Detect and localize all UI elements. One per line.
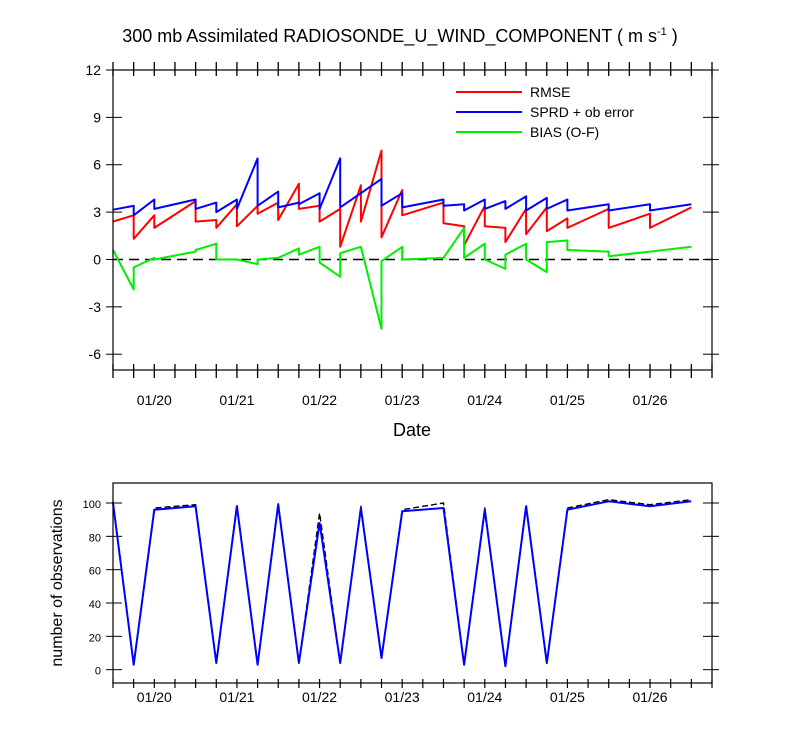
x-tick-label: 01/22 [302, 689, 337, 705]
x-tick-label: 01/20 [137, 392, 172, 408]
legend: RMSE SPRD + ob error BIAS (O-F) [456, 84, 634, 140]
legend-label: RMSE [530, 84, 570, 100]
y-tick-label: 20 [89, 632, 101, 644]
x-tick-label: 01/23 [385, 689, 420, 705]
x-axis-label: Date [393, 420, 431, 440]
top-chart: 300 mb Assimilated RADIOSONDE_U_WIND_COM… [85, 26, 719, 440]
y-tick-label: 100 [83, 499, 101, 511]
chart-title: 300 mb Assimilated RADIOSONDE_U_WIND_COM… [122, 26, 678, 47]
y-tick-label: 9 [93, 109, 101, 125]
x-tick-label: 01/23 [385, 392, 420, 408]
bottom-series-group [112, 499, 692, 668]
top-axes: -6 -3 0 3 6 9 12 01/20 01/21 01/22 01/23 01/24 01/25… [85, 62, 719, 408]
y-tick-label: 12 [85, 62, 101, 78]
y-tick-label: 60 [89, 566, 101, 578]
x-tick-label: 01/26 [633, 689, 668, 705]
series-line-sprd-ob-error [112, 157, 692, 217]
y-tick-label: -6 [89, 346, 102, 362]
top-plot-frame [112, 69, 713, 371]
y-tick-label: 0 [93, 251, 101, 267]
bottom-plot-frame [112, 482, 713, 684]
legend-label: BIAS (O-F) [530, 124, 599, 140]
y-axis-label-observations: number of observations [49, 499, 66, 666]
bottom-axes: 0 20 40 60 80 100 01/20 01/21 01/22 01/23 01/24 01/… [83, 499, 719, 705]
chart-title-main: 300 mb Assimilated RADIOSONDE_U_WIND_COM… [122, 26, 657, 47]
y-tick-label: 40 [89, 599, 101, 611]
bottom-chart: 0 20 40 60 80 100 01/20 01/21 01/22 01/23 01/24 01/… [49, 482, 719, 705]
x-tick-label: 01/21 [219, 689, 254, 705]
chart-title-superscript: -1 [657, 26, 667, 38]
x-tick-label: 01/21 [219, 392, 254, 408]
x-tick-label: 01/24 [467, 392, 502, 408]
top-series-group [112, 149, 712, 330]
y-tick-label: 0 [95, 666, 101, 678]
x-tick-label: 01/22 [302, 392, 337, 408]
y-tick-label: 6 [93, 157, 101, 173]
y-tick-label: 80 [89, 532, 101, 544]
series-line-assimilated-observations [112, 500, 692, 668]
series-line-bias-o-f [112, 226, 692, 330]
y-tick-label: -3 [89, 299, 102, 315]
x-tick-label: 01/20 [137, 689, 172, 705]
x-tick-label: 01/25 [550, 689, 585, 705]
legend-label: SPRD + ob error [530, 104, 634, 120]
y-tick-label: 3 [93, 204, 101, 220]
x-tick-label: 01/25 [550, 392, 585, 408]
chart-title-tail: ) [667, 26, 678, 46]
series-line-possible-observations [112, 499, 692, 667]
x-tick-label: 01/26 [633, 392, 668, 408]
x-tick-label: 01/24 [467, 689, 502, 705]
